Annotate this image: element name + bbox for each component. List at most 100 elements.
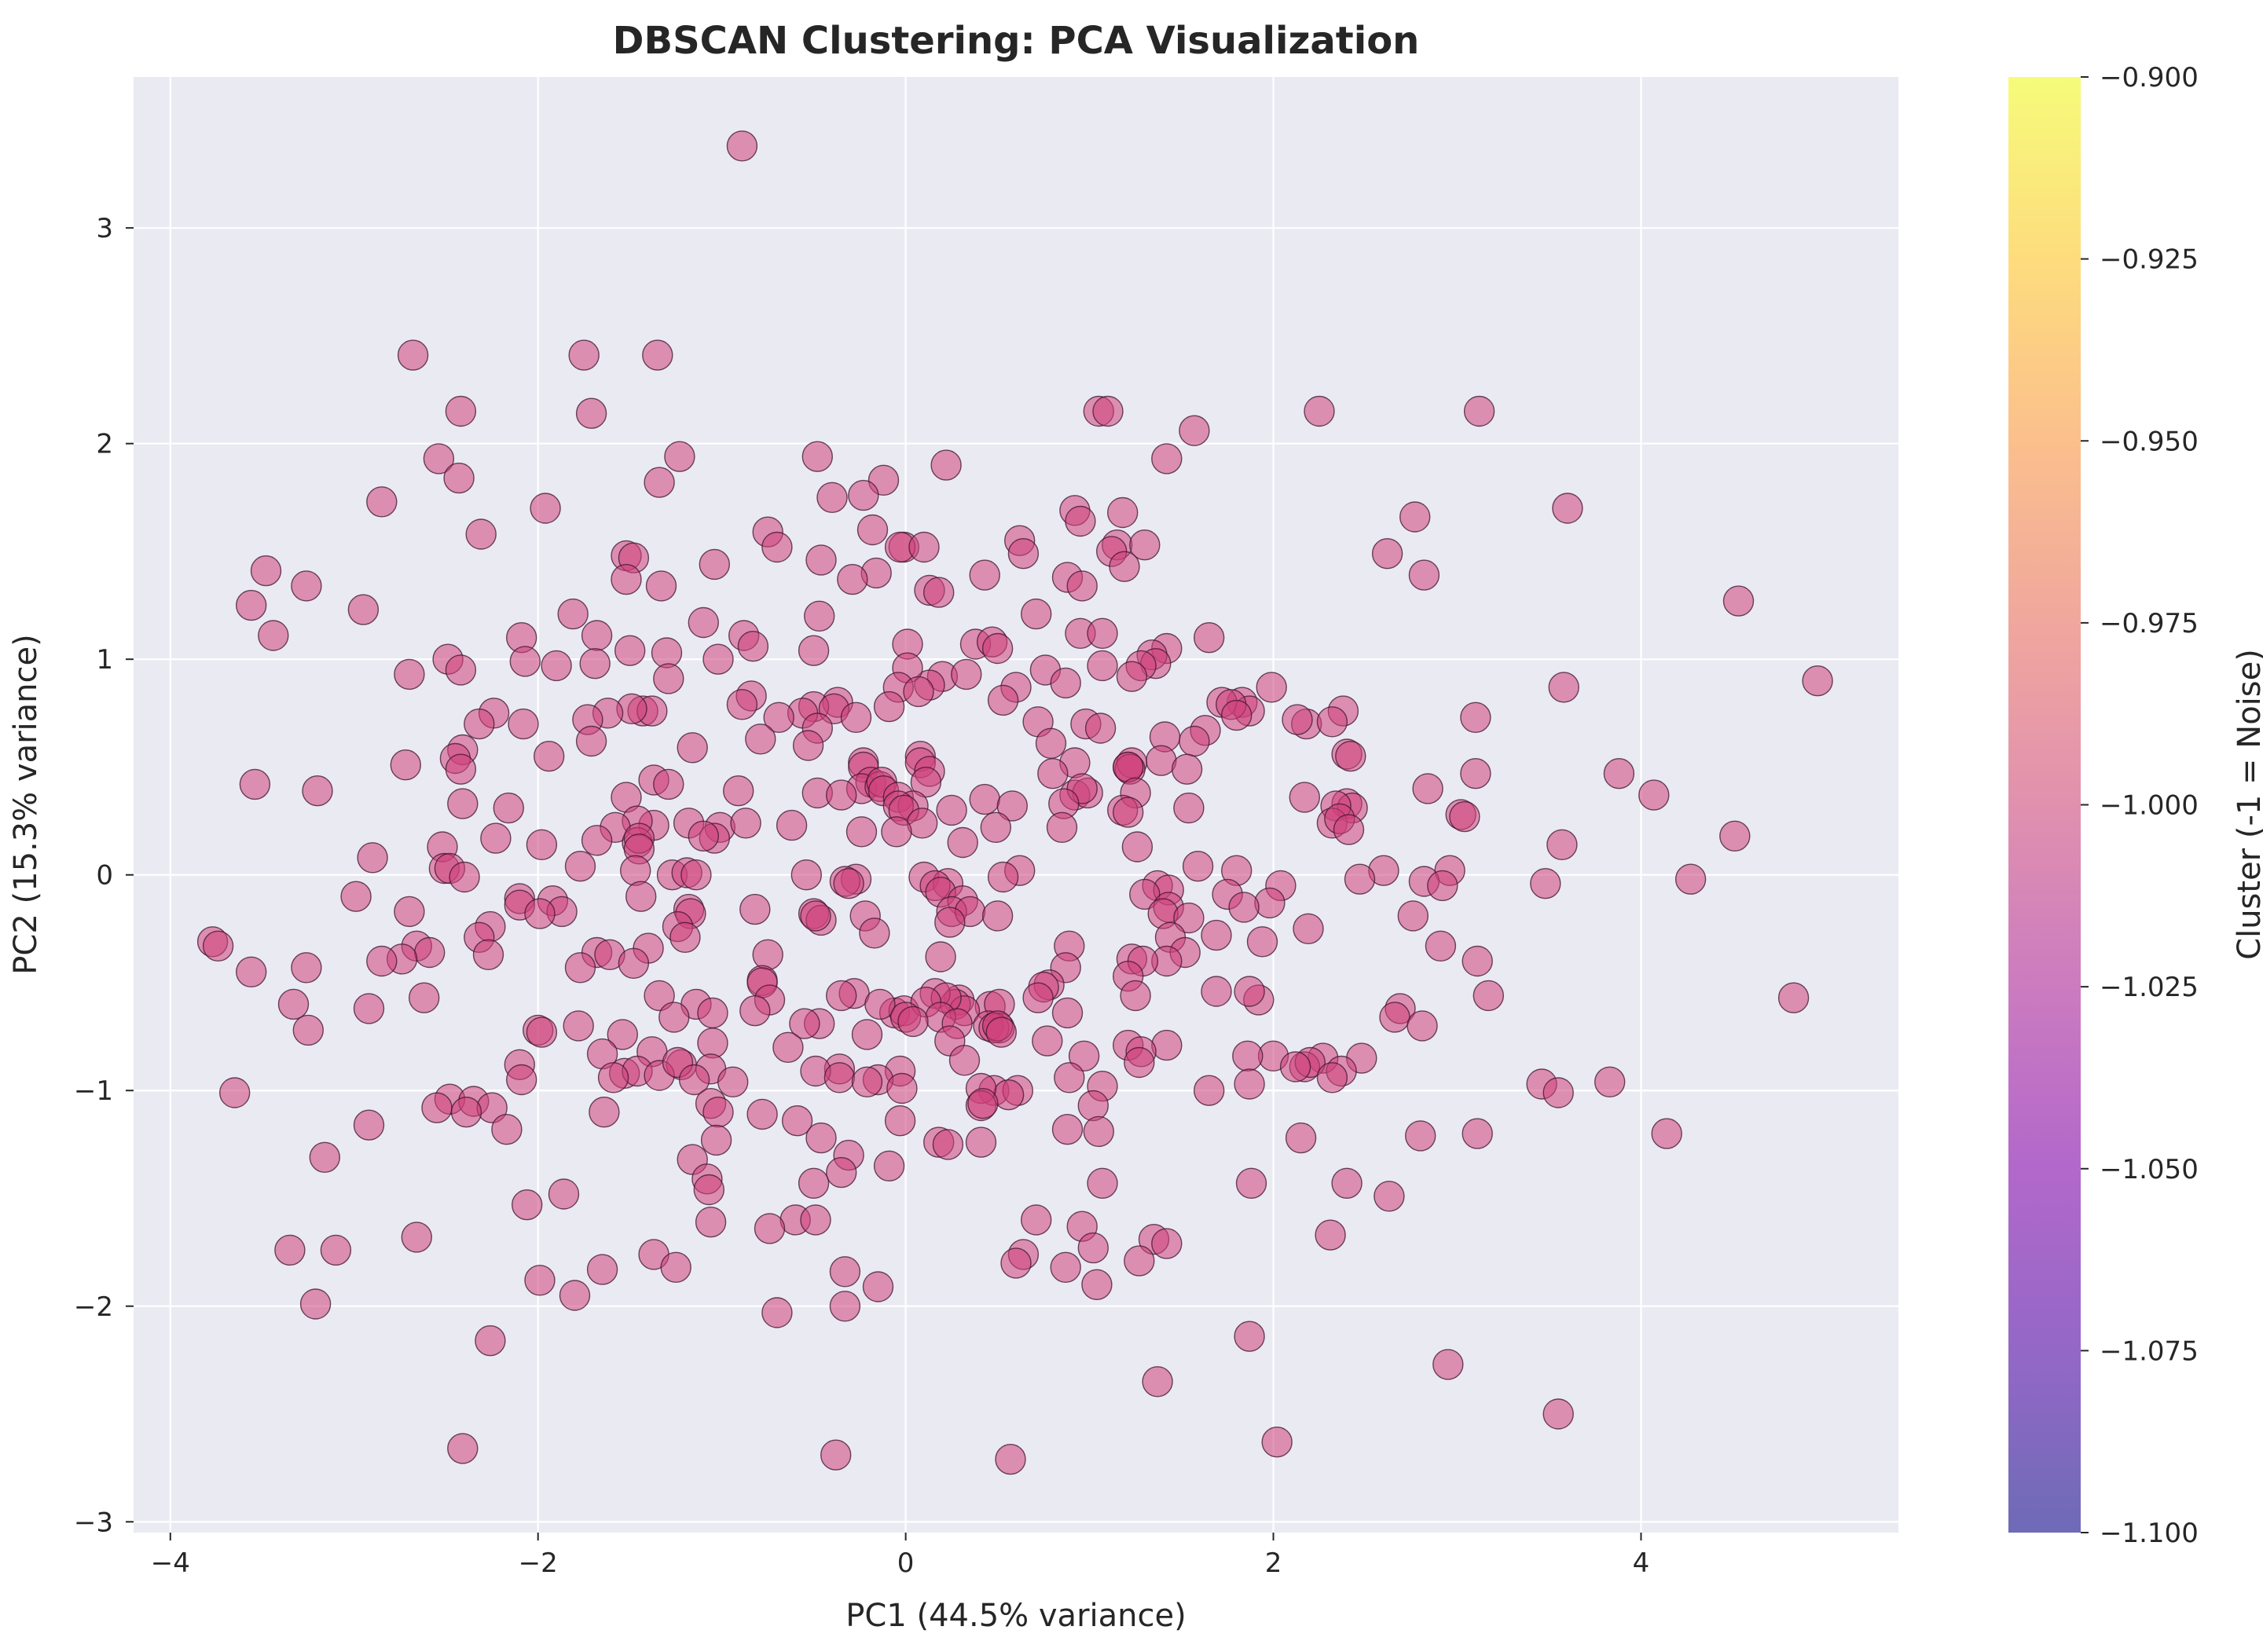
y-tick-label: 3 [96, 213, 113, 244]
data-point [981, 632, 1014, 665]
data-point [1077, 1232, 1109, 1264]
data-point [859, 918, 890, 949]
data-point [277, 988, 310, 1020]
data-point [934, 907, 966, 938]
data-point [1412, 773, 1443, 804]
data-point [789, 1008, 820, 1039]
data-point [1051, 1113, 1084, 1145]
data-point [737, 631, 769, 662]
data-point [1473, 980, 1505, 1012]
data-point [390, 749, 421, 781]
data-point [1092, 395, 1124, 427]
data-point [995, 1443, 1026, 1475]
data-point [1234, 1068, 1265, 1100]
data-point [353, 1109, 385, 1141]
data-point [1289, 782, 1321, 813]
data-point [1331, 1167, 1363, 1200]
data-point [752, 939, 783, 971]
data-point [1054, 1062, 1085, 1093]
data-point [1112, 751, 1144, 783]
data-point [1050, 667, 1081, 699]
data-point [447, 1433, 479, 1464]
colorbar-tick-label: −0.975 [2100, 608, 2199, 639]
data-point [792, 730, 824, 761]
data-point [642, 339, 673, 371]
data-point [1674, 863, 1707, 895]
data-point [443, 462, 475, 494]
data-point [302, 775, 333, 807]
data-point [695, 1206, 727, 1238]
data-point [1462, 945, 1493, 977]
data-point [845, 816, 878, 848]
x-tick-label: 0 [897, 1548, 915, 1579]
data-point [967, 1087, 999, 1119]
data-point [658, 1002, 690, 1033]
x-tick-label: −2 [519, 1548, 558, 1579]
data-point [1371, 538, 1403, 570]
data-point [717, 1066, 749, 1098]
data-point [1050, 1251, 1081, 1284]
data-point [833, 867, 864, 899]
data-point [1463, 395, 1495, 427]
data-point [653, 663, 684, 694]
data-point [340, 881, 372, 912]
colorbar-ticks: −0.900 −0.925 −0.950 −0.975 −1.000 −1.025 −1.0… [2081, 62, 2199, 1549]
data-point [1201, 976, 1232, 1007]
data-point [1651, 1118, 1682, 1149]
data-point [1232, 1040, 1264, 1072]
data-point [726, 130, 758, 162]
data-point [772, 1031, 804, 1064]
data-point [1293, 913, 1324, 945]
data-point [1087, 650, 1118, 682]
data-point [856, 514, 889, 546]
data-point [1173, 792, 1205, 824]
data-point [465, 518, 497, 550]
data-point [1427, 870, 1458, 902]
data-point [493, 792, 524, 824]
data-point [932, 1129, 964, 1160]
data-point [491, 1113, 523, 1145]
data-point [1129, 529, 1161, 561]
data-point [607, 1019, 638, 1050]
data-point [614, 635, 646, 666]
data-point [1462, 1118, 1493, 1149]
data-point [625, 881, 657, 912]
data-point [366, 486, 398, 518]
data-point [897, 1005, 929, 1038]
data-point [1603, 758, 1635, 789]
data-point [1151, 443, 1183, 474]
data-point [236, 589, 267, 621]
x-tick-label: −4 [151, 1548, 190, 1579]
data-point [790, 859, 823, 891]
data-point [557, 598, 589, 630]
data-point [1201, 919, 1232, 951]
data-point [472, 939, 504, 971]
data-point [414, 936, 446, 969]
data-point [575, 397, 607, 429]
data-point [450, 1096, 482, 1128]
data-point [651, 637, 683, 668]
data-point [581, 825, 613, 856]
data-point [1124, 1245, 1155, 1277]
data-point [739, 893, 771, 925]
data-point [798, 635, 830, 666]
data-point [1449, 800, 1480, 833]
data-point [1109, 551, 1140, 582]
data-point [1234, 976, 1265, 1007]
data-point [1548, 672, 1579, 703]
data-point [409, 982, 440, 1013]
data-point [1173, 902, 1205, 934]
data-point [1066, 570, 1098, 602]
data-point [1129, 878, 1161, 910]
data-point [1037, 758, 1069, 789]
data-point [530, 493, 561, 524]
data-point [730, 808, 761, 839]
data-point [236, 956, 267, 988]
data-point [930, 449, 962, 481]
x-axis: −4 −2 0 2 4 [151, 1533, 1649, 1579]
data-point [480, 822, 512, 854]
data-point [357, 842, 388, 874]
y-tick-label: 1 [96, 644, 113, 676]
data-point [825, 980, 857, 1012]
